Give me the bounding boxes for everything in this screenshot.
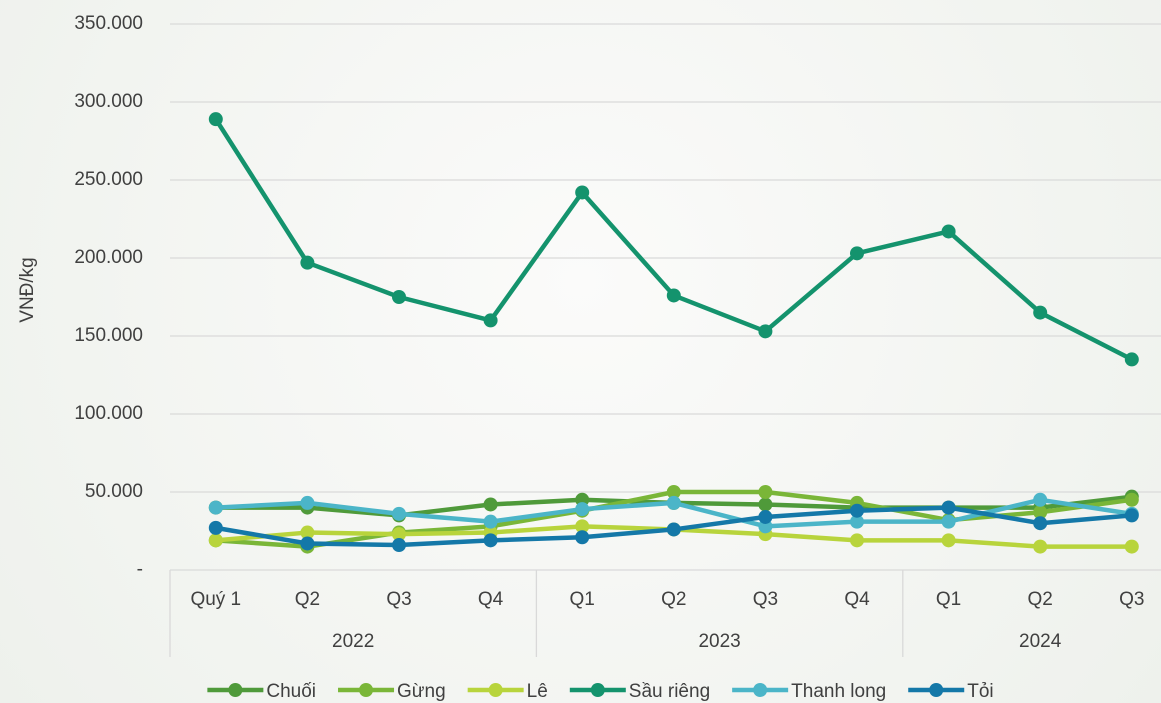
legend-label: Lê: [527, 681, 548, 702]
point: [575, 530, 589, 544]
point: [209, 501, 223, 515]
point: [484, 497, 498, 511]
x-tick-label: Q3: [753, 589, 778, 610]
point: [942, 533, 956, 547]
y-tick-label: 150.000: [74, 325, 143, 346]
point: [575, 502, 589, 516]
chart: VNĐ/kg - 50.000 100.000 150.000 200.000 250.0…: [0, 0, 1161, 703]
point: [484, 533, 498, 547]
point: [209, 533, 223, 547]
point: [667, 288, 681, 302]
point: [1033, 306, 1047, 320]
x-group-label: 2024: [1019, 631, 1062, 652]
point: [667, 522, 681, 536]
point: [1125, 493, 1139, 507]
point: [392, 290, 406, 304]
y-tick-label: 300.000: [74, 91, 143, 112]
point: [942, 501, 956, 515]
x-tick-label: Q1: [570, 589, 595, 610]
x-group-label: 2023: [698, 631, 740, 652]
x-tick-label: Q3: [386, 589, 411, 610]
point: [942, 224, 956, 238]
legend-marker: [591, 683, 605, 697]
point: [392, 538, 406, 552]
y-tick-label: 200.000: [74, 247, 143, 268]
legend-label: Chuối: [266, 681, 316, 702]
legend-marker: [359, 683, 373, 697]
point: [667, 496, 681, 510]
x-tick-label: Q2: [661, 589, 686, 610]
point: [942, 515, 956, 529]
point: [209, 521, 223, 535]
x-tick-label: Q2: [1028, 589, 1053, 610]
x-tick-label: Q4: [844, 589, 870, 610]
point: [575, 185, 589, 199]
point: [758, 324, 772, 338]
y-tick-label: 50.000: [85, 481, 143, 502]
point: [1125, 352, 1139, 366]
y-axis-title: VNĐ/kg: [17, 257, 38, 322]
y-tick-label: 250.000: [74, 169, 143, 190]
point: [758, 485, 772, 499]
x-tick-label: Q2: [295, 589, 320, 610]
point: [1033, 540, 1047, 554]
legend-label: Gừng: [397, 681, 446, 702]
series-line: [216, 119, 1132, 359]
y-tick-label: 100.000: [74, 403, 143, 424]
legend-marker: [753, 683, 767, 697]
point: [1125, 508, 1139, 522]
point: [1033, 493, 1047, 507]
x-tick-label: Quý 1: [190, 589, 241, 610]
y-tick-label: -: [137, 559, 143, 580]
x-tick-label: Q4: [478, 589, 504, 610]
point: [850, 533, 864, 547]
legend-marker: [929, 683, 943, 697]
point: [1033, 516, 1047, 530]
legend-label: Tỏi: [967, 681, 993, 702]
point: [758, 497, 772, 511]
point: [758, 510, 772, 524]
point: [1125, 540, 1139, 554]
point: [850, 246, 864, 260]
point: [484, 313, 498, 327]
x-group-label: 2022: [332, 631, 374, 652]
legend-marker: [489, 683, 503, 697]
point: [300, 496, 314, 510]
point: [300, 536, 314, 550]
y-tick-label: 350.000: [74, 13, 143, 34]
point: [850, 504, 864, 518]
legend-label: Thanh long: [791, 681, 886, 702]
x-tick-label: Q1: [936, 589, 961, 610]
legend-label: Sầu riêng: [629, 681, 710, 702]
point: [209, 112, 223, 126]
x-tick-label: Q3: [1119, 589, 1144, 610]
point: [392, 507, 406, 521]
legend-marker: [228, 683, 242, 697]
point: [484, 515, 498, 529]
point: [300, 256, 314, 270]
